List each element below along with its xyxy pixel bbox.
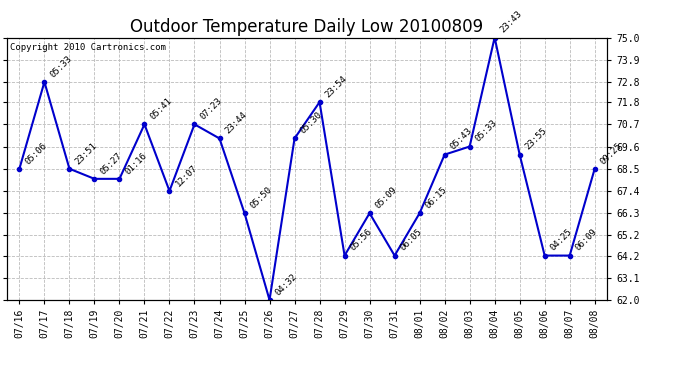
- Text: 23:51: 23:51: [74, 141, 99, 166]
- Text: 05:27: 05:27: [99, 151, 124, 176]
- Text: 07:23: 07:23: [199, 96, 224, 122]
- Text: 05:33: 05:33: [474, 118, 499, 144]
- Text: 05:30: 05:30: [299, 110, 324, 136]
- Text: 06:09: 06:09: [574, 227, 599, 253]
- Text: 05:06: 05:06: [23, 141, 49, 166]
- Text: 23:55: 23:55: [524, 126, 549, 152]
- Title: Outdoor Temperature Daily Low 20100809: Outdoor Temperature Daily Low 20100809: [130, 18, 484, 36]
- Text: 12:07: 12:07: [174, 163, 199, 188]
- Text: 23:54: 23:54: [324, 74, 349, 99]
- Text: Copyright 2010 Cartronics.com: Copyright 2010 Cartronics.com: [10, 43, 166, 52]
- Text: 01:16: 01:16: [124, 151, 149, 176]
- Text: 05:50: 05:50: [248, 185, 274, 210]
- Text: 23:43: 23:43: [499, 9, 524, 35]
- Text: 05:56: 05:56: [348, 227, 374, 253]
- Text: 04:25: 04:25: [549, 227, 574, 253]
- Text: 09:25: 09:25: [599, 141, 624, 166]
- Text: 05:09: 05:09: [374, 185, 399, 210]
- Text: 05:41: 05:41: [148, 96, 174, 122]
- Text: 05:33: 05:33: [48, 54, 74, 79]
- Text: 06:05: 06:05: [399, 227, 424, 253]
- Text: 04:32: 04:32: [274, 272, 299, 297]
- Text: 23:44: 23:44: [224, 110, 249, 136]
- Text: 05:43: 05:43: [448, 126, 474, 152]
- Text: 06:15: 06:15: [424, 185, 449, 210]
